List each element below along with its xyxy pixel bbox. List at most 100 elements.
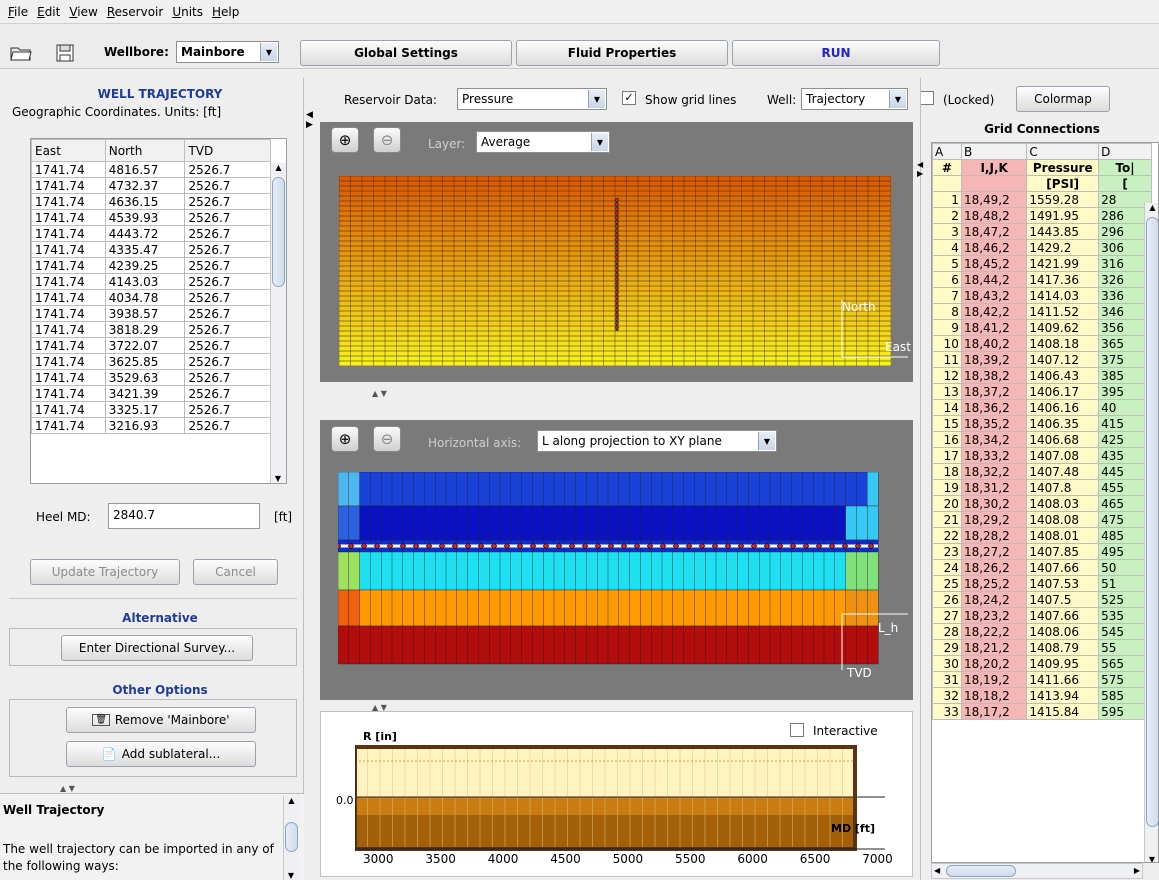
- table-row[interactable]: 31 18,19,2 1411.66 575: [932, 671, 1152, 688]
- table-row[interactable]: 1741.74 3818.29 2526.7: [31, 321, 271, 338]
- table-row[interactable]: 1741.74 3938.57 2526.7: [31, 305, 271, 322]
- table-cell[interactable]: 2526.7: [184, 321, 271, 338]
- grid-cell[interactable]: 18,30,2: [960, 495, 1028, 512]
- grid-cell[interactable]: 1411.52: [1026, 303, 1100, 320]
- grid-cell[interactable]: 18,34,2: [960, 431, 1028, 448]
- table-cell[interactable]: 1741.74: [31, 353, 106, 370]
- grid-cell[interactable]: 33: [932, 703, 962, 720]
- grid-cell[interactable]: 1417.36: [1026, 271, 1100, 288]
- grid-cell[interactable]: 4: [932, 239, 962, 256]
- grid-cell[interactable]: 16: [932, 431, 962, 448]
- scroll-thumb[interactable]: [272, 177, 285, 287]
- grid-cell[interactable]: 346: [1098, 303, 1152, 320]
- grid-cell[interactable]: 25: [932, 575, 962, 592]
- grid-cell[interactable]: 18,23,2: [960, 607, 1028, 624]
- grid-cell[interactable]: D: [1098, 143, 1152, 160]
- left-splitter-handle[interactable]: ▲ ▼: [60, 784, 75, 793]
- table-row[interactable]: 7 18,43,2 1414.03 336: [932, 287, 1152, 304]
- grid-cell[interactable]: 19: [932, 479, 962, 496]
- table-row[interactable]: 29 18,21,2 1408.79 55: [932, 639, 1152, 656]
- table-cell[interactable]: 1741.74: [31, 225, 106, 242]
- grid-cell[interactable]: 425: [1098, 431, 1152, 448]
- table-row[interactable]: 9 18,41,2 1409.62 356: [932, 319, 1152, 336]
- grid-header-row[interactable]: # I,J,K Pressure To|: [932, 159, 1152, 176]
- remove-mainbore-button[interactable]: 🗑 Remove 'Mainbore': [66, 707, 256, 733]
- grid-cell[interactable]: 1407.5: [1026, 591, 1100, 608]
- table-cell[interactable]: 2526.7: [184, 369, 271, 386]
- table-cell[interactable]: 4732.37: [104, 177, 186, 194]
- table-cell[interactable]: 2526.7: [184, 177, 271, 194]
- scroll-left-icon[interactable]: ◀: [934, 866, 941, 875]
- scroll-up-icon[interactable]: ▲: [1149, 203, 1156, 212]
- table-cell[interactable]: 4143.03: [104, 273, 186, 290]
- table-row[interactable]: 4 18,46,2 1429.2 306: [932, 239, 1152, 256]
- menu-edit[interactable]: Edit: [37, 4, 61, 19]
- table-row[interactable]: 17 18,33,2 1407.08 435: [932, 447, 1152, 464]
- grid-cell[interactable]: 1411.66: [1026, 671, 1100, 688]
- grid-cell[interactable]: 29: [932, 639, 962, 656]
- grid-cell[interactable]: 1407.66: [1026, 607, 1100, 624]
- table-cell[interactable]: 4335.47: [104, 241, 186, 258]
- grid-cell[interactable]: 435: [1098, 447, 1152, 464]
- grid-cell[interactable]: 1408.03: [1026, 495, 1100, 512]
- table-row[interactable]: 1741.74 4335.47 2526.7: [31, 241, 271, 258]
- grid-cell[interactable]: 18,22,2: [960, 623, 1028, 640]
- grid-cell[interactable]: 1408.01: [1026, 527, 1100, 544]
- scroll-right-icon[interactable]: ▶: [1133, 866, 1140, 875]
- collapse-right-arrow-icon[interactable]: ◀ ▶: [917, 160, 924, 178]
- table-cell[interactable]: 1741.74: [31, 177, 106, 194]
- table-row[interactable]: 33 18,17,2 1415.84 595: [932, 703, 1152, 720]
- grid-cell[interactable]: 20: [932, 495, 962, 512]
- menu-file[interactable]: File: [8, 4, 29, 19]
- grid-cell[interactable]: 1406.43: [1026, 367, 1100, 384]
- well-select[interactable]: Trajectory ▼: [801, 88, 908, 110]
- grid-cell[interactable]: 1408.06: [1026, 623, 1100, 640]
- grid-cell[interactable]: 1407.85: [1026, 543, 1100, 560]
- interactive-checkbox[interactable]: [790, 723, 804, 737]
- grid-cell[interactable]: 18,18,2: [960, 687, 1028, 704]
- grid-cell[interactable]: 475: [1098, 511, 1152, 528]
- table-row[interactable]: 14 18,36,2 1406.16 40: [932, 399, 1152, 416]
- grid-cell[interactable]: 18,41,2: [960, 319, 1028, 336]
- help-scrollbar[interactable]: ▲ ▼: [283, 796, 299, 880]
- grid-cell[interactable]: 18,27,2: [960, 543, 1028, 560]
- table-cell[interactable]: 3625.85: [104, 353, 186, 370]
- horizontal-axis-select[interactable]: L along projection to XY plane ▼: [537, 430, 777, 452]
- show-grid-lines-checkbox[interactable]: ✓: [622, 91, 636, 105]
- table-row[interactable]: 1741.74 4732.37 2526.7: [31, 177, 271, 194]
- grid-cell[interactable]: I,J,K: [960, 159, 1028, 176]
- column-header-east[interactable]: East: [31, 139, 106, 162]
- grid-cell[interactable]: 18,43,2: [960, 287, 1028, 304]
- grid-cell[interactable]: 18,46,2: [960, 239, 1028, 256]
- run-button[interactable]: RUN: [732, 40, 940, 66]
- table-cell[interactable]: 1741.74: [31, 289, 106, 306]
- grid-cell[interactable]: 18,26,2: [960, 559, 1028, 576]
- grid-cell[interactable]: 1413.94: [1026, 687, 1100, 704]
- table-cell[interactable]: 1741.74: [31, 273, 106, 290]
- open-folder-icon[interactable]: [10, 45, 32, 61]
- table-row[interactable]: 5 18,45,2 1421.99 316: [932, 255, 1152, 272]
- menu-units[interactable]: Units: [172, 4, 204, 19]
- table-cell[interactable]: 2526.7: [184, 193, 271, 210]
- grid-cell[interactable]: 18,37,2: [960, 383, 1028, 400]
- table-row[interactable]: 6 18,44,2 1417.36 326: [932, 271, 1152, 288]
- grid-cell[interactable]: 1415.84: [1026, 703, 1100, 720]
- menu-reservoir[interactable]: Reservoir: [106, 4, 164, 19]
- grid-cell[interactable]: 18,21,2: [960, 639, 1028, 656]
- table-row[interactable]: 8 18,42,2 1411.52 346: [932, 303, 1152, 320]
- grid-cell[interactable]: 18,32,2: [960, 463, 1028, 480]
- table-row[interactable]: 20 18,30,2 1408.03 465: [932, 495, 1152, 512]
- enter-directional-survey-button[interactable]: Enter Directional Survey...: [61, 635, 253, 661]
- grid-cell[interactable]: 18,45,2: [960, 255, 1028, 272]
- table-row[interactable]: 1741.74 4034.78 2526.7: [31, 289, 271, 306]
- grid-cell[interactable]: 1407.8: [1026, 479, 1100, 496]
- scroll-down-icon[interactable]: ▼: [287, 871, 295, 880]
- grid-cell[interactable]: 465: [1098, 495, 1152, 512]
- table-cell[interactable]: 4816.57: [104, 161, 186, 178]
- grid-cell[interactable]: 1407.66: [1026, 559, 1100, 576]
- grid-horizontal-scrollbar[interactable]: ◀ ▶: [931, 863, 1143, 879]
- grid-cell[interactable]: 23: [932, 543, 962, 560]
- add-sublateral-button[interactable]: 📄 Add sublateral...: [66, 741, 256, 767]
- table-cell[interactable]: 4636.15: [104, 193, 186, 210]
- grid-cell[interactable]: 585: [1098, 687, 1152, 704]
